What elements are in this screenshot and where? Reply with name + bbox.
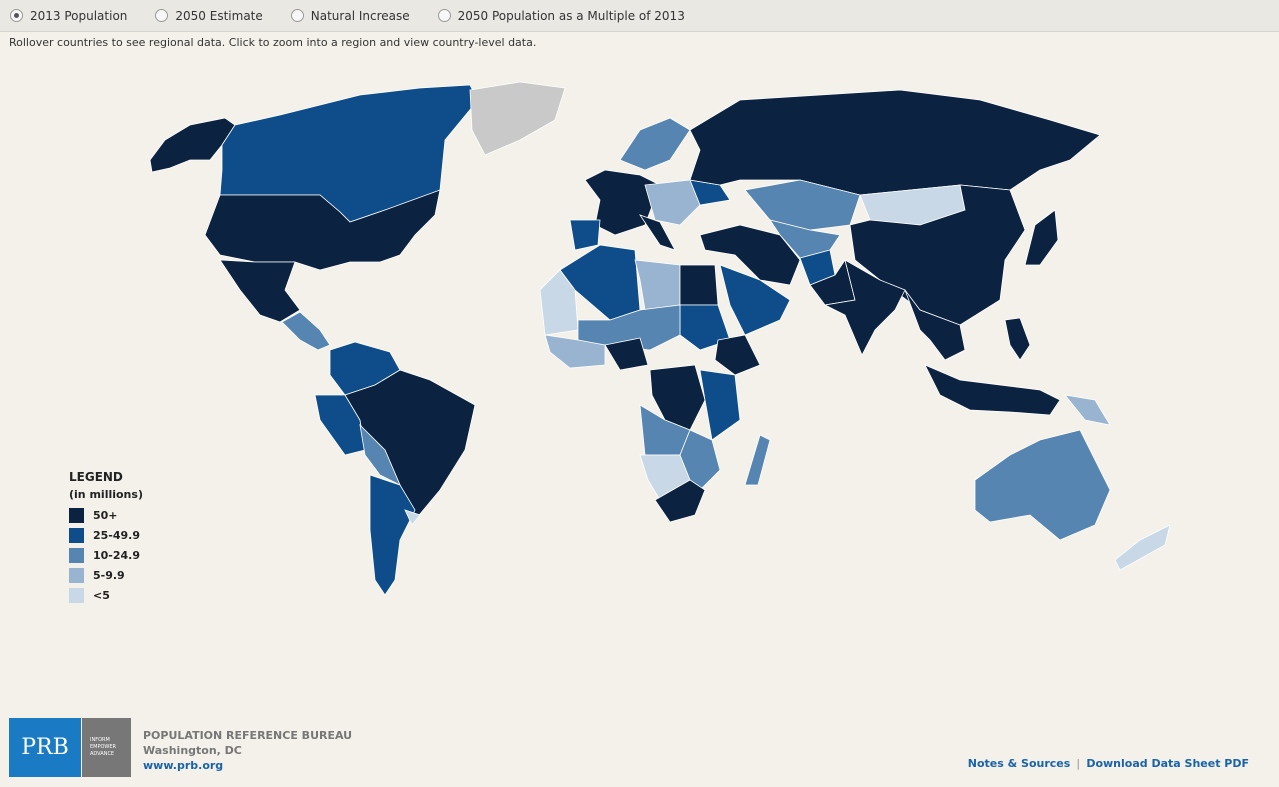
- southeast-asia[interactable]: [904, 289, 966, 361]
- legend-item: 10-24.9: [69, 545, 143, 565]
- footer-link[interactable]: Notes & Sources: [967, 757, 1071, 770]
- radio-label: 2013 Population: [30, 8, 128, 23]
- legend-item: 50+: [69, 505, 143, 525]
- radio-button[interactable]: [10, 9, 23, 22]
- papua-new-guinea[interactable]: [1064, 394, 1111, 426]
- logo[interactable]: PRB: [9, 718, 81, 777]
- west-africa[interactable]: [544, 334, 606, 369]
- legend-item: 5-9.9: [69, 565, 143, 585]
- legend-swatch: [69, 547, 84, 563]
- egypt[interactable]: [679, 264, 719, 306]
- legend-swatch: [69, 527, 84, 543]
- legend-label: <5: [93, 588, 110, 602]
- legend-item: <5: [69, 585, 143, 605]
- legend-item: 25-49.9: [69, 525, 143, 545]
- west-sahara[interactable]: [539, 269, 579, 336]
- legend-label: 10-24.9: [93, 548, 141, 562]
- turkey-iran[interactable]: [699, 224, 801, 286]
- libya[interactable]: [634, 259, 681, 311]
- org-city: Washington, DC: [143, 744, 242, 757]
- bolivia[interactable]: [359, 423, 401, 486]
- tagline-word: ADVANCE: [90, 751, 115, 757]
- legend-title: LEGEND: [69, 470, 123, 484]
- legend-swatch: [69, 587, 84, 603]
- radio-option[interactable]: 2013 Population: [10, 9, 127, 23]
- logo-tagline: INFORM EMPOWER ADVANCE: [82, 718, 131, 777]
- italy[interactable]: [639, 214, 676, 251]
- tagline-word: EMPOWER: [90, 744, 117, 750]
- south-africa[interactable]: [654, 479, 706, 523]
- radio-label: 2050 Estimate: [175, 8, 263, 23]
- option-bar: 2013 Population 2050 Estimate Natural Incr…: [0, 0, 1279, 32]
- mexico[interactable]: [219, 259, 301, 323]
- madagascar[interactable]: [744, 434, 771, 486]
- iberia[interactable]: [569, 219, 601, 251]
- nigeria[interactable]: [604, 337, 649, 371]
- legend-label: 25-49.9: [93, 528, 141, 542]
- radio-option[interactable]: 2050 Estimate: [155, 8, 263, 23]
- new-zealand[interactable]: [1114, 524, 1171, 571]
- scandinavia[interactable]: [619, 117, 691, 171]
- radio-button[interactable]: [437, 9, 451, 22]
- ethiopia[interactable]: [714, 334, 761, 376]
- legend: LEGEND (in millions) 50+ 25-49.9 10-24.9 5-…: [69, 470, 143, 605]
- footer-link[interactable]: Download Data Sheet PDF: [1086, 757, 1249, 770]
- footer-links: Notes & Sources | Download Data Sheet PDF: [968, 757, 1249, 770]
- japan[interactable]: [1024, 209, 1059, 266]
- russia[interactable]: [689, 89, 1101, 196]
- radio-button[interactable]: [155, 9, 169, 22]
- instructions: Rollover countries to see regional data.…: [9, 36, 537, 49]
- organization: POPULATION REFERENCE BUREAU Washington, …: [143, 728, 352, 773]
- philippines[interactable]: [1004, 317, 1031, 361]
- australia[interactable]: [974, 429, 1111, 541]
- legend-label: 5-9.9: [93, 568, 125, 582]
- legend-items: 50+ 25-49.9 10-24.9 5-9.9 <5: [69, 505, 143, 605]
- org-url[interactable]: www.prb.org: [143, 759, 224, 772]
- radio-option[interactable]: 2050 Population as a Multiple of 2013: [437, 8, 685, 23]
- indonesia[interactable]: [924, 364, 1061, 416]
- western-europe[interactable]: [584, 169, 661, 236]
- legend-swatch: [69, 567, 84, 583]
- legend-subtitle: (in millions): [69, 488, 143, 501]
- central-america[interactable]: [281, 311, 331, 351]
- east-africa[interactable]: [699, 369, 741, 441]
- legend-swatch: [69, 507, 84, 523]
- legend-label: 50+: [93, 508, 118, 522]
- india[interactable]: [823, 259, 906, 356]
- radio-label: 2050 Population as a Multiple of 2013: [457, 8, 685, 23]
- link-separator: |: [1076, 757, 1081, 770]
- radio-label: Natural Increase: [310, 8, 410, 23]
- radio-button[interactable]: [290, 9, 304, 22]
- tagline-word: INFORM: [90, 737, 110, 743]
- org-name: POPULATION REFERENCE BUREAU: [143, 729, 353, 742]
- argentina[interactable]: [369, 474, 416, 596]
- central-europe[interactable]: [644, 179, 701, 226]
- usa[interactable]: [204, 189, 441, 271]
- saudi-arabia[interactable]: [719, 264, 791, 336]
- greenland[interactable]: [469, 81, 566, 156]
- world-map: [149, 81, 1171, 596]
- uruguay[interactable]: [404, 509, 421, 526]
- radio-option[interactable]: Natural Increase: [290, 8, 410, 23]
